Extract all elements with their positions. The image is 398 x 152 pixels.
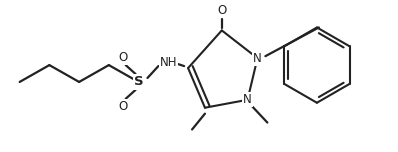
Text: O: O	[217, 4, 226, 17]
Text: O: O	[118, 100, 127, 113]
Text: N: N	[253, 52, 262, 65]
Text: N: N	[243, 93, 252, 106]
Text: O: O	[118, 51, 127, 64]
Text: NH: NH	[160, 56, 177, 69]
Text: S: S	[134, 75, 143, 88]
